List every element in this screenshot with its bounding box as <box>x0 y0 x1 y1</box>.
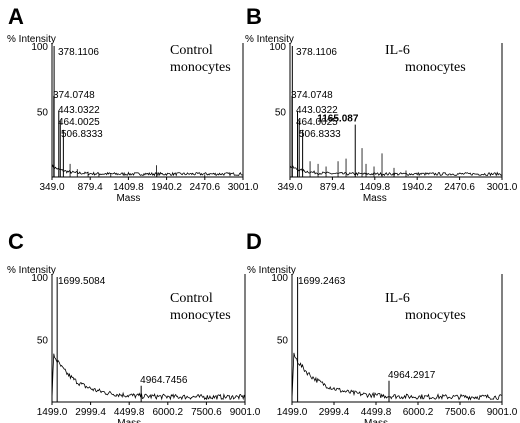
panel-label-a: A <box>8 4 24 29</box>
annotation-a-1: monocytes <box>170 60 231 75</box>
annotation-b-0: IL-6 <box>385 43 410 58</box>
x-tick-a-0: 349.0 <box>39 182 64 193</box>
x-tick-c-5: 9001.0 <box>230 407 261 418</box>
y-axis-label-a: % Intensity <box>7 34 56 45</box>
annotation-c-0: Control <box>170 291 213 306</box>
peak-label-b-2: 443.0322 <box>296 105 338 116</box>
peak-label-a-3: 464.0025 <box>58 117 100 128</box>
x-tick-b-2: 1409.8 <box>360 182 391 193</box>
peak-label-b-1: 374.0748 <box>291 90 333 101</box>
annotation-d-1: monocytes <box>405 308 466 323</box>
y-tick-b-0: 100 <box>269 42 286 53</box>
x-tick-a-1: 879.4 <box>78 182 103 193</box>
panel-label-d: D <box>246 229 262 254</box>
peak-label-b-4: 506.8333 <box>299 129 341 140</box>
annotation-c-1: monocytes <box>170 308 231 323</box>
x-tick-d-2: 4499.8 <box>361 407 392 418</box>
x-tick-b-0: 349.0 <box>277 182 302 193</box>
y-tick-a-1: 50 <box>37 108 49 119</box>
y-tick-d-0: 100 <box>271 273 288 284</box>
x-tick-a-2: 1409.8 <box>113 182 144 193</box>
annotation-a-0: Control <box>170 43 213 58</box>
x-tick-c-0: 1499.0 <box>37 407 68 418</box>
x-tick-d-3: 6000.2 <box>403 407 434 418</box>
y-axis-label-b: % Intensity <box>245 34 294 45</box>
peak-label-b-5: 1165.087 <box>317 114 359 125</box>
peak-label-a-1: 374.0748 <box>53 90 95 101</box>
annotation-b-1: monocytes <box>405 60 466 75</box>
x-tick-d-4: 7500.6 <box>445 407 476 418</box>
peak-label-a-0: 378.1106 <box>58 47 99 58</box>
x-tick-c-3: 6000.2 <box>153 407 184 418</box>
x-axis-label-c: Mass <box>117 418 141 423</box>
x-axis-label-a: Mass <box>116 193 140 204</box>
x-tick-b-3: 1940.2 <box>402 182 433 193</box>
y-tick-a-0: 100 <box>31 42 48 53</box>
y-tick-c-0: 100 <box>31 273 48 284</box>
x-tick-c-1: 2999.4 <box>75 407 106 418</box>
peak-label-c-1: 4964.7456 <box>140 375 188 386</box>
spectrum-trace-d <box>291 352 503 401</box>
peak-label-a-2: 443.0322 <box>58 105 100 116</box>
peak-label-d-1: 4964.2917 <box>388 370 436 381</box>
x-axis-label-b: Mass <box>363 193 387 204</box>
y-tick-c-1: 50 <box>37 336 49 347</box>
x-tick-b-5: 3001.0 <box>487 182 518 193</box>
x-tick-b-1: 879.4 <box>320 182 345 193</box>
spectrum-trace-b <box>289 165 503 177</box>
x-tick-a-3: 1940.2 <box>151 182 182 193</box>
x-tick-a-4: 2470.6 <box>190 182 221 193</box>
spectrum-trace-a <box>51 164 244 177</box>
y-tick-b-1: 50 <box>275 108 287 119</box>
x-axis-label-d: Mass <box>364 418 388 423</box>
x-tick-b-4: 2470.6 <box>444 182 475 193</box>
spectrum-trace-c <box>51 353 246 401</box>
peak-label-b-3: 464.0025 <box>296 117 338 128</box>
x-tick-a-5: 3001.0 <box>228 182 259 193</box>
x-tick-d-5: 9001.0 <box>487 407 518 418</box>
x-tick-d-0: 1499.0 <box>277 407 308 418</box>
peak-label-c-0: 1699.5084 <box>58 276 106 287</box>
peak-label-b-0: 378.1106 <box>296 47 337 58</box>
x-tick-d-1: 2999.4 <box>319 407 350 418</box>
x-tick-c-4: 7500.6 <box>191 407 222 418</box>
y-axis-label-c: % Intensity <box>7 265 56 276</box>
peak-label-a-4: 506.8333 <box>61 129 103 140</box>
y-tick-d-1: 50 <box>277 336 289 347</box>
panel-label-b: B <box>246 4 262 29</box>
y-axis-label-d: % Intensity <box>247 265 296 276</box>
x-tick-c-2: 4499.8 <box>114 407 145 418</box>
peak-label-d-0: 1699.2463 <box>298 276 346 287</box>
annotation-d-0: IL-6 <box>385 291 410 306</box>
panel-label-c: C <box>8 229 24 254</box>
